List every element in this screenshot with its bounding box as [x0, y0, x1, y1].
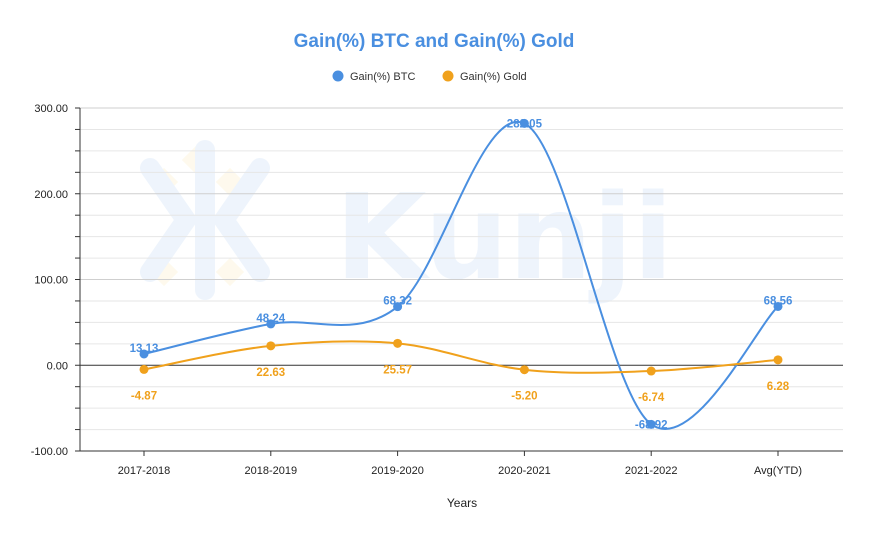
btc-data-point: [266, 319, 276, 329]
btc-data-label: 48.24: [256, 313, 285, 325]
y-tick-label: 0.00: [47, 360, 68, 372]
y-tick-label: 200.00: [34, 189, 68, 201]
x-tick-label: 2020-2021: [498, 465, 551, 477]
btc-data-label: 68.32: [383, 296, 412, 308]
gold-data-point: [266, 341, 276, 351]
btc-data-point: [519, 118, 529, 128]
x-tick-label: 2019-2020: [371, 465, 424, 477]
gold-data-label: 6.28: [767, 381, 790, 393]
gold-data-point: [646, 366, 656, 376]
btc-data-point: [773, 301, 783, 311]
x-tick-label: Avg(YTD): [754, 465, 802, 477]
y-tick-label: -100.00: [31, 446, 68, 458]
y-axis-ticks: -100.00 0.00 100.00 200.00 300.00: [31, 103, 80, 458]
points-group: [139, 118, 783, 429]
kunji-watermark-logo: Kunji: [140, 140, 673, 306]
btc-data-label: 282.05: [507, 118, 543, 130]
y-tick-label: 100.00: [34, 275, 68, 287]
btc-data-point: [393, 302, 403, 312]
chart-title: Gain(%) BTC and Gain(%) Gold: [294, 31, 575, 52]
btc-data-point: [139, 349, 149, 359]
gold-data-label: -6.74: [638, 392, 665, 404]
data-labels-group: 13.13 48.24 68.32 282.05 -68.92 68.56 -4.87 22.…: [130, 118, 793, 431]
gold-data-point: [139, 364, 149, 374]
x-tick-label: 2017-2018: [118, 465, 171, 477]
btc-data-point: [646, 419, 656, 429]
y-tick-label: 300.00: [34, 103, 68, 115]
gold-data-label: 22.63: [256, 367, 285, 379]
legend-entry: Gain(%) Gold: [460, 71, 527, 83]
x-axis-ticks: 2017-2018 2018-2019 2019-2020 2020-2021 2021…: [118, 451, 802, 477]
gold-data-label: 25.57: [383, 364, 412, 376]
btc-data-label: -68.92: [635, 419, 668, 431]
gold-data-point: [773, 355, 783, 365]
legend: Gain(%) BTC Gain(%) Gold: [332, 70, 527, 83]
legend-marker: [442, 70, 454, 82]
gold-series-line: [143, 340, 779, 374]
btc-data-label: 13.13: [130, 343, 159, 355]
gold-data-point: [393, 338, 403, 348]
gold-data-label: -4.87: [131, 390, 157, 402]
legend-marker: [332, 70, 344, 82]
x-axis-title: Years: [447, 496, 477, 510]
gold-data-point: [519, 365, 529, 375]
x-tick-label: 2018-2019: [244, 465, 297, 477]
x-tick-label: 2021-2022: [625, 465, 678, 477]
gold-data-label: -5.20: [511, 391, 537, 403]
btc-data-label: 68.56: [764, 295, 793, 307]
legend-entry: Gain(%) BTC: [350, 71, 415, 83]
